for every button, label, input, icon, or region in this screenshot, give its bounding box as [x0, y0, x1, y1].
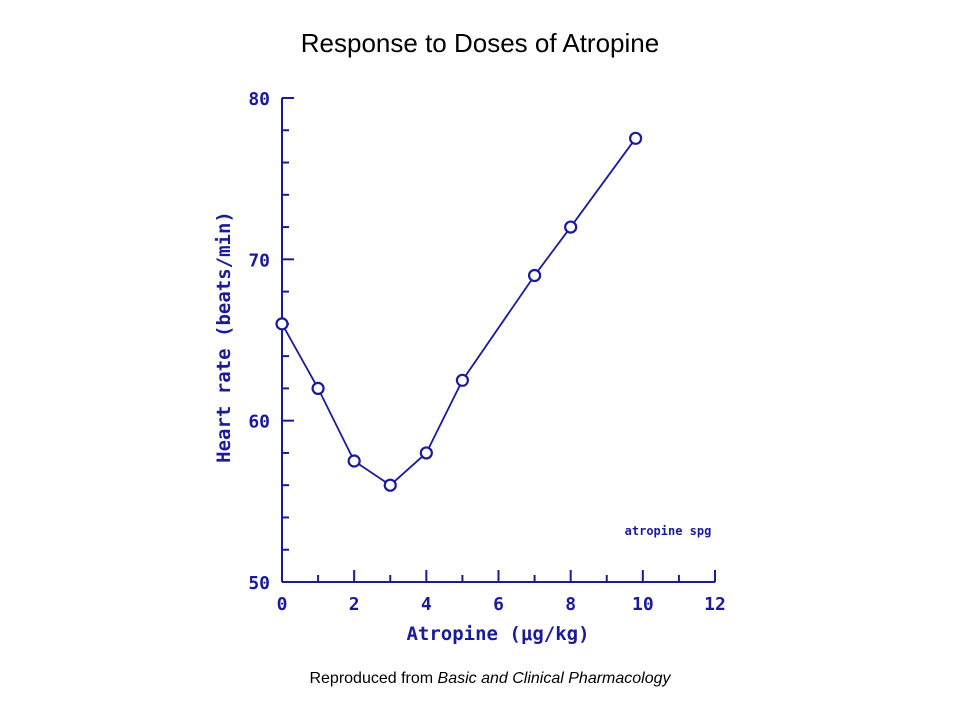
- y-tick-label: 80: [248, 89, 270, 110]
- data-point: [527, 268, 542, 283]
- credit-source: Basic and Clinical Pharmacology: [437, 670, 671, 687]
- x-tick-label: 6: [493, 594, 504, 615]
- x-axis-label: Atropine (μg/kg): [406, 623, 589, 645]
- chart-series: [275, 131, 643, 492]
- series-line: [281, 137, 637, 487]
- x-tick-label: 12: [704, 594, 726, 615]
- data-point: [311, 381, 325, 395]
- credit-line: Reproduced from Basic and Clinical Pharm…: [0, 670, 960, 688]
- y-axis-label: Heart rate (beats/min): [213, 211, 235, 463]
- x-tick-label: 2: [349, 594, 360, 615]
- x-tick-label: 10: [632, 594, 654, 615]
- data-point: [629, 131, 643, 145]
- y-tick-label: 70: [248, 250, 270, 271]
- x-tick-label: 4: [421, 594, 432, 615]
- x-tick-label: 8: [565, 594, 576, 615]
- data-point: [564, 220, 578, 234]
- y-tick-label: 60: [248, 412, 270, 433]
- page-title: Response to Doses of Atropine: [300, 28, 660, 58]
- data-point: [455, 373, 470, 387]
- chart-axes: [281, 98, 715, 583]
- data-point: [419, 446, 433, 460]
- credit-prefix: Reproduced from: [309, 670, 438, 687]
- data-point: [347, 454, 361, 468]
- x-tick-label: 0: [277, 594, 288, 615]
- y-tick-label: 50: [248, 573, 270, 594]
- chart-ticks: 0 2 4 6 8 10 12 50 60 70 80: [248, 89, 726, 615]
- data-point: [275, 317, 289, 331]
- data-point: [383, 478, 397, 492]
- chart-annotation: atropine spg: [625, 524, 712, 538]
